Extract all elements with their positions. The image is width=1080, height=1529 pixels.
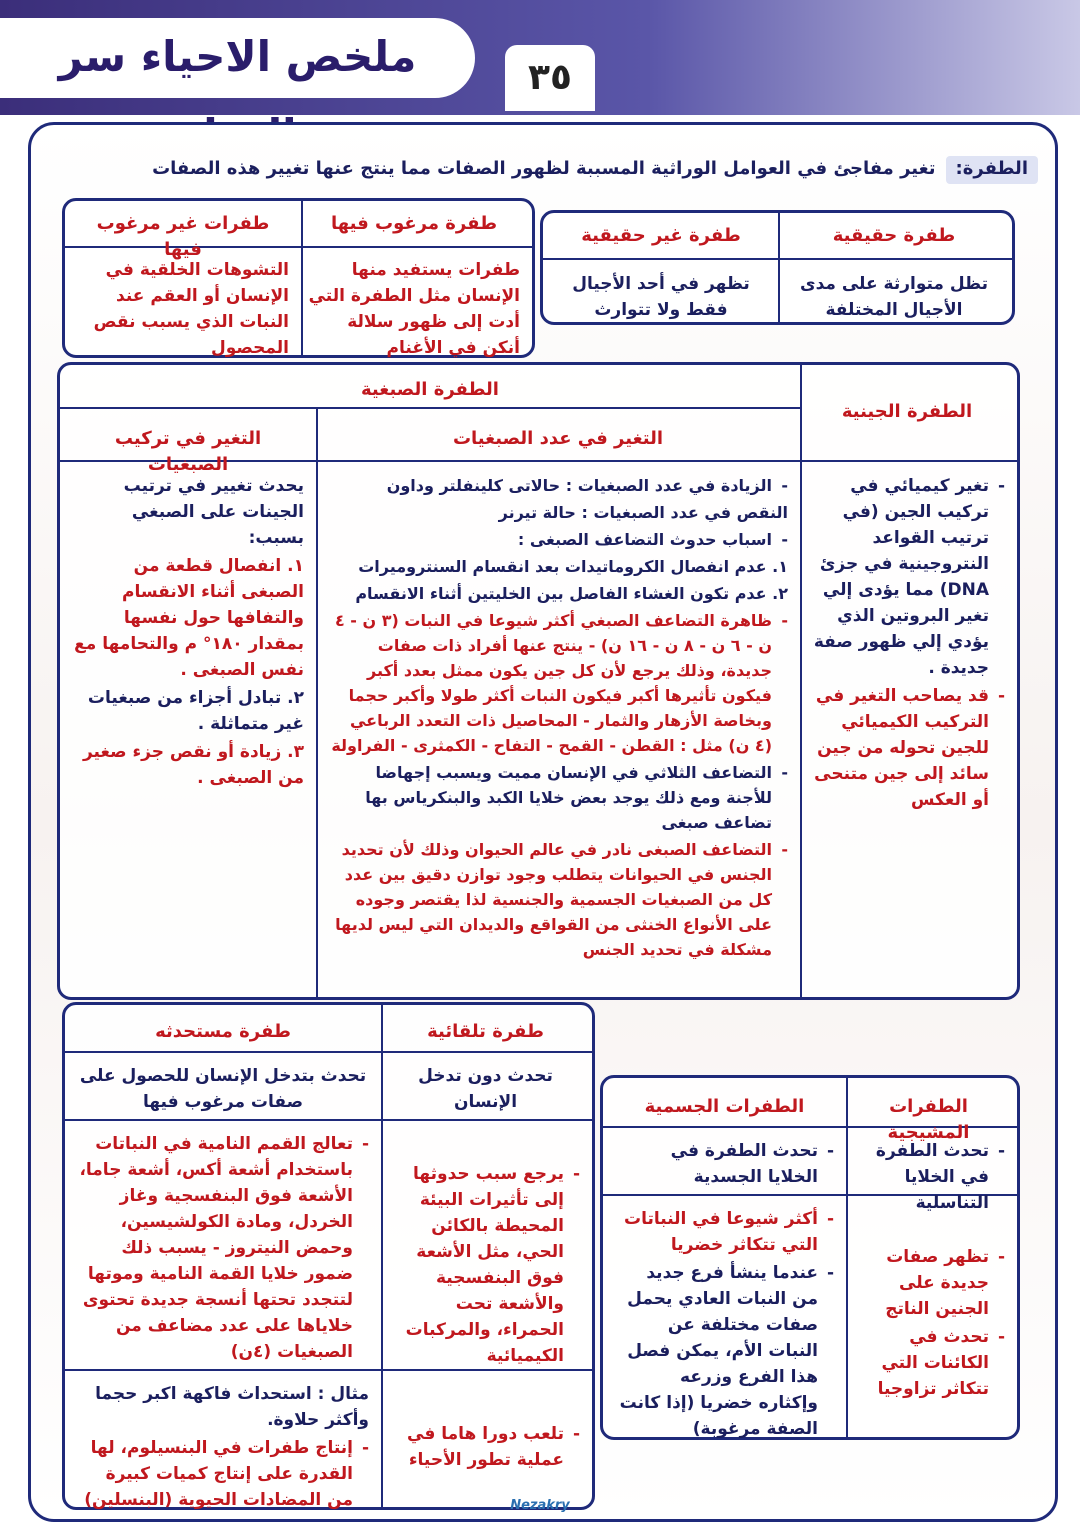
- list-item: تحدث الطفرة في الخلايا الجسدية: [615, 1138, 834, 1190]
- cell: التشوهات الخلقية في الإنسان أو العقم عند…: [93, 260, 289, 358]
- list-item: يحدث تغيير في ترتيب الجينات على الصبغي ب…: [123, 476, 304, 548]
- cell: تظهر في أحد الأجيال فقط ولا تتوارث: [572, 274, 750, 320]
- definition-row: الطفرة: تغير مفاجئ في العوامل الوراثية ا…: [60, 150, 1050, 190]
- header-cell: التغير في عدد الصبغيات: [452, 428, 664, 449]
- list-item: ١. انفصال قطعة من الصبغى أثناء الانقسام …: [74, 556, 304, 680]
- cell: مثال : استحداث فاكهة اكبر حجما وأكثر حلا…: [65, 1375, 381, 1521]
- gene-column: تغير كيميائي في تركيب الجين (في ترتيب ال…: [797, 467, 1017, 821]
- cell: تحدث الطفرة في الخلايا الجسدية: [603, 1132, 846, 1198]
- list-item: أكثر شيوعا في النباتات التي تتكاثر خضريا: [615, 1206, 834, 1258]
- number-column: الزيادة في عدد الصبغيات : حالاتى كلينفلت…: [316, 467, 800, 970]
- desire-table: طفرة مرغوب فيها طفرات غير مرغوب فيها طفر…: [62, 198, 535, 358]
- header-cell: طفرة حقيقية: [832, 225, 956, 246]
- list-item: ٢. عدم تكون الغشاء الفاصل بين الخليتين أ…: [355, 584, 788, 603]
- cell: تحدث بتدخل الإنسان للحصول على صفات مرغوب…: [79, 1066, 367, 1112]
- definition-label: الطفرة:: [945, 156, 1038, 184]
- header-cell: طفرة تلقائية: [427, 1021, 544, 1042]
- structure-column: يحدث تغيير في ترتيب الجينات على الصبغي ب…: [60, 467, 316, 799]
- cell: تلعب دورا هاما في عملية تطور الأحياء: [379, 1415, 592, 1481]
- list-item: ظاهرة التضاعف الصبغي أكثر شيوعا في النبا…: [328, 608, 788, 758]
- cell: تحدث الطفرة في الخلايا التناسلية: [840, 1132, 1017, 1224]
- cell: يرجع سبب حدوثها إلى تأثيرات البيئة المحي…: [379, 1155, 592, 1377]
- type-table: الطفرة الجينية الطفرة الصبغية التغير في …: [57, 362, 1020, 1000]
- list-item: ٢. تبادل أجزاء من صبغيات غير متماثلة .: [87, 688, 304, 734]
- definition-text: تغير مفاجئ في العوامل الوراثية المسببة ل…: [152, 158, 936, 179]
- list-item: عندما ينشأ فرع جديد من النبات العادي يحم…: [615, 1260, 834, 1442]
- list-item: التضاعف الثلاثي في الإنسان مميت ويسبب إج…: [328, 760, 788, 835]
- list-item: مثال : استحداث فاكهة اكبر حجما وأكثر حلا…: [95, 1384, 369, 1430]
- list-item: التضاعف الصبغى نادر في عالم الحيوان وذلك…: [328, 837, 788, 962]
- list-item: إنتاج طفرات في البنسيلوم، لها القدرة على…: [77, 1435, 369, 1513]
- list-item: تحدث في الكائنات التي تتكاثر تزاوجيا: [852, 1324, 1005, 1402]
- cell: تحدث دون تدخل الإنسان: [418, 1066, 553, 1112]
- header-cell: طفرة مستحدثه: [155, 1021, 291, 1042]
- list-item: اسباب حدوث التضاعف الصبغى :: [328, 527, 788, 552]
- header-cell: طفرات غير مرغوب فيها: [96, 213, 270, 260]
- header-cell: الطفرات الجسمية: [644, 1096, 805, 1117]
- cell-table: الطفرات المشيجية الطفرات الجسمية تحدث ال…: [600, 1075, 1020, 1440]
- list-item: تظهر صفات جديدة على الجنين الناتج: [852, 1244, 1005, 1322]
- list-item: قد يصاحب التغير في التركيب الكيميائي للج…: [809, 683, 1005, 813]
- header-cell: طفرة مرغوب فيها: [330, 213, 498, 234]
- list-item: ١. عدم انفصال الكروماتيدات بعد انقسام ال…: [358, 557, 788, 576]
- header-cell: التغير في تركيب الصبغيات: [114, 428, 262, 475]
- cell: تظل متوارثة على مدى الأجيال المختلفة: [800, 274, 988, 320]
- logo: Nezakry: [510, 1498, 570, 1513]
- origin-table: طفرة تلقائية طفرة مستحدثه تحدث دون تدخل …: [62, 1002, 595, 1510]
- header-cell: الطفرة الجينية: [841, 401, 973, 422]
- cell: تظهر صفات جديدة على الجنين الناتج تحدث ف…: [840, 1238, 1017, 1410]
- header-cell: الطفرة الصبغية: [361, 379, 499, 400]
- cell: تعالج القمم النامية في النباتات باستخدام…: [65, 1125, 381, 1373]
- cell: طفرات يستفيد منها الإنسان مثل الطفرة الت…: [308, 260, 520, 358]
- list-item: تحدث الطفرة في الخلايا التناسلية: [852, 1138, 1005, 1216]
- list-item: تلعب دورا هاما في عملية تطور الأحياء: [391, 1421, 580, 1473]
- list-item: تغير كيميائي في تركيب الجين (في ترتيب ال…: [809, 473, 1005, 681]
- list-item: ٣. زيادة أو نقص جزء صغير من الصبغى .: [82, 742, 304, 788]
- cell: أكثر شيوعا في النباتات التي تتكاثر خضريا…: [603, 1200, 846, 1450]
- header-cell: طفرة غير حقيقية: [581, 225, 741, 246]
- list-item: تعالج القمم النامية في النباتات باستخدام…: [77, 1131, 369, 1365]
- page-number: ٣٥: [505, 45, 595, 111]
- list-item: الزيادة في عدد الصبغيات : حالاتى كلينفلت…: [328, 473, 788, 498]
- title: ملخص الاحياء سر الحياة: [0, 18, 475, 159]
- list-item: يرجع سبب حدوثها إلى تأثيرات البيئة المحي…: [391, 1161, 580, 1369]
- list-item: النقص في عدد الصبغيات : حالة تيرنر: [498, 503, 788, 522]
- real-table: طفرة حقيقية طفرة غير حقيقية تظل متوارثة …: [540, 210, 1015, 325]
